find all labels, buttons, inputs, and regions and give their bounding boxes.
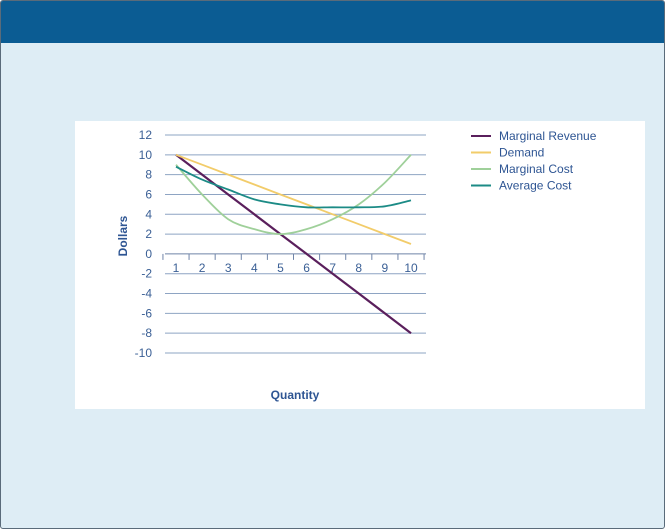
legend-label-demand: Demand: [499, 146, 544, 160]
y-tick-label: -8: [141, 326, 152, 340]
y-tick-label: 10: [139, 148, 153, 162]
y-tick-label: -4: [141, 287, 152, 301]
x-tick-label: 10: [404, 261, 418, 275]
legend-label-marginal-revenue: Marginal Revenue: [499, 129, 597, 143]
x-tick-label: 8: [355, 261, 362, 275]
y-tick-label: 2: [145, 227, 152, 241]
series-line-demand: [175, 153, 412, 245]
header-bar: [1, 1, 664, 43]
y-tick-label: 0: [145, 247, 152, 261]
y-tick-label: 6: [145, 187, 152, 201]
y-tick-label: 4: [145, 207, 152, 221]
x-tick-label: 4: [251, 261, 258, 275]
grid-lines: [165, 134, 426, 354]
series-line-marginal-cost: [175, 154, 412, 235]
y-tick-label: -6: [141, 306, 152, 320]
x-tick-label: 3: [225, 261, 232, 275]
y-tick-label: -10: [135, 346, 153, 360]
y-tick-label: -2: [141, 267, 152, 281]
series-line-average-cost: [175, 165, 412, 209]
x-tick-label: 5: [277, 261, 284, 275]
legend-label-average-cost: Average Cost: [499, 179, 572, 193]
x-tick-label: 2: [199, 261, 206, 275]
x-tick-label: 9: [382, 261, 389, 275]
chart-panel: [75, 121, 645, 409]
x-axis-title: Quantity: [271, 388, 320, 402]
y-tick-label: 8: [145, 168, 152, 182]
x-tick-label: 6: [303, 261, 310, 275]
x-tick-label: 1: [173, 261, 180, 275]
legend: Marginal Revenue Demand Marginal Cost Avera…: [471, 129, 597, 193]
y-tick-labels: 12 10 8 6 4 2 0 -2 -4 -6 -8 -10: [135, 128, 153, 360]
y-axis-title: Dollars: [116, 215, 130, 256]
x-tick-labels: 1 2 3 4 5 6 7 8 9 10: [162, 253, 425, 275]
series-line-marginal-revenue: [175, 153, 412, 335]
legend-label-marginal-cost: Marginal Cost: [499, 162, 574, 176]
y-tick-label: 12: [139, 128, 153, 142]
x-tick-label: 7: [329, 261, 336, 275]
series-lines: [175, 153, 412, 335]
